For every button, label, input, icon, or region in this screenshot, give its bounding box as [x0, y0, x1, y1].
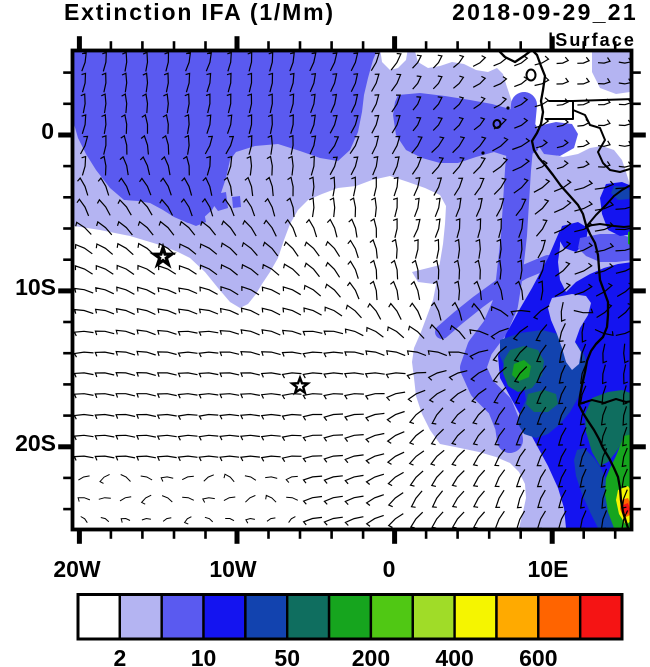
svg-text:10: 10: [191, 645, 217, 667]
svg-text:200: 200: [352, 645, 390, 667]
svg-text:20W: 20W: [53, 556, 101, 582]
svg-text:2: 2: [113, 645, 126, 667]
svg-text:2018-09-29_21: 2018-09-29_21: [452, 0, 638, 25]
svg-text:50: 50: [274, 645, 300, 667]
svg-text:10W: 10W: [209, 556, 257, 582]
svg-text:400: 400: [435, 645, 473, 667]
svg-text:10E: 10E: [528, 556, 569, 582]
svg-text:600: 600: [519, 645, 557, 667]
svg-text:0: 0: [383, 556, 396, 582]
svg-text:Extinction IFA (1/Mm): Extinction IFA (1/Mm): [64, 0, 335, 25]
svg-text:0: 0: [41, 118, 54, 144]
svg-text:10S: 10S: [15, 274, 56, 300]
svg-text:|Surface: |Surface: [548, 30, 636, 50]
svg-text:20S: 20S: [15, 430, 56, 456]
